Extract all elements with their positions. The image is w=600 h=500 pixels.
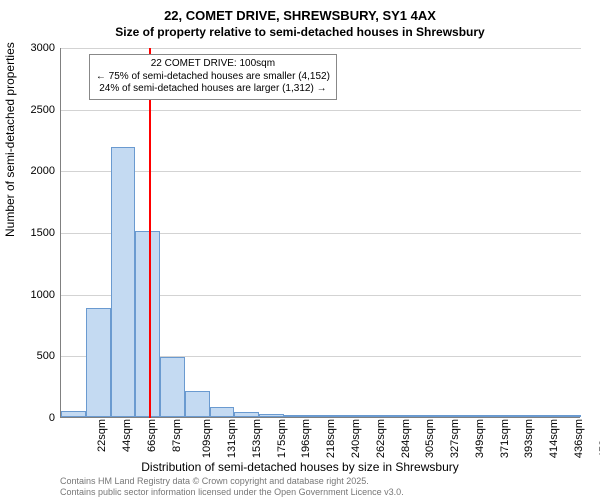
annotation-line: 24% of semi-detached houses are larger (… [96,83,330,96]
ytick-label: 1500 [15,227,55,239]
gridline [61,110,581,111]
xtick-label: 175sqm [276,419,288,458]
ytick-label: 0 [15,412,55,424]
xtick-label: 109sqm [202,419,214,458]
xtick-label: 66sqm [146,419,158,452]
ytick-label: 2500 [15,104,55,116]
histogram-bar [531,415,556,417]
histogram-bar [408,415,433,417]
x-axis-label: Distribution of semi-detached houses by … [0,460,600,474]
footer-line-1: Contains HM Land Registry data © Crown c… [60,476,404,487]
histogram-bar [482,415,507,417]
ytick-label: 2000 [15,165,55,177]
xtick-label: 240sqm [350,419,362,458]
xtick-label: 153sqm [251,419,263,458]
plot: 22sqm44sqm66sqm87sqm109sqm131sqm153sqm17… [60,48,580,418]
chart-area: 22sqm44sqm66sqm87sqm109sqm131sqm153sqm17… [60,48,580,418]
xtick-label: 262sqm [375,419,387,458]
ytick-label: 3000 [15,42,55,54]
histogram-bar [259,414,284,417]
xtick-label: 44sqm [121,419,133,452]
xtick-label: 327sqm [449,419,461,458]
page-title: 22, COMET DRIVE, SHREWSBURY, SY1 4AX [0,0,600,23]
gridline [61,48,581,49]
histogram-bar [333,415,358,417]
ytick-label: 1000 [15,289,55,301]
xtick-label: 218sqm [325,419,337,458]
histogram-bar [61,411,86,417]
chart-container: 22, COMET DRIVE, SHREWSBURY, SY1 4AX Siz… [0,0,600,500]
xtick-label: 414sqm [548,419,560,458]
histogram-bar [185,391,210,417]
xtick-label: 196sqm [301,419,313,458]
footer-line-2: Contains public sector information licen… [60,487,404,498]
marker-line [149,48,151,418]
histogram-bar [383,415,408,417]
ytick-label: 500 [15,350,55,362]
footer: Contains HM Land Registry data © Crown c… [60,476,404,498]
annotation-line: 22 COMET DRIVE: 100sqm [96,58,330,71]
histogram-bar [86,308,111,417]
xtick-label: 349sqm [474,419,486,458]
histogram-bar [457,415,482,417]
xtick-label: 87sqm [171,419,183,452]
histogram-bar [234,412,259,417]
xtick-label: 393sqm [523,419,535,458]
y-axis-label: Number of semi-detached properties [3,42,17,237]
xtick-label: 371sqm [499,419,511,458]
histogram-bar [111,147,136,417]
histogram-bar [432,415,457,417]
histogram-bar [135,231,160,417]
xtick-label: 22sqm [96,419,108,452]
xtick-label: 284sqm [400,419,412,458]
annotation-line: ← 75% of semi-detached houses are smalle… [96,71,330,84]
histogram-bar [556,415,581,417]
gridline [61,171,581,172]
histogram-bar [507,415,532,417]
xtick-label: 436sqm [573,419,585,458]
xtick-label: 131sqm [226,419,238,458]
histogram-bar [160,357,185,417]
histogram-bar [309,415,334,417]
xtick-label: 305sqm [424,419,436,458]
histogram-bar [358,415,383,417]
annotation-box: 22 COMET DRIVE: 100sqm← 75% of semi-deta… [89,54,337,100]
page-subtitle: Size of property relative to semi-detach… [0,25,600,39]
histogram-bar [284,415,309,417]
histogram-bar [210,407,235,417]
